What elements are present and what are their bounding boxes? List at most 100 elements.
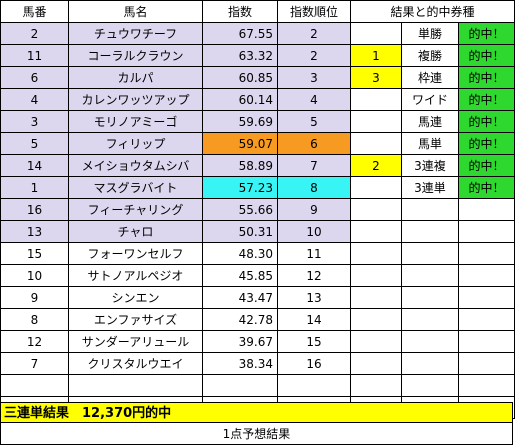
cell-juni[interactable]: 8 <box>277 176 351 199</box>
cell-juni[interactable]: 6 <box>277 132 351 155</box>
cell-juni[interactable]: 4 <box>277 88 351 111</box>
cell-umaban[interactable]: 13 <box>0 220 69 243</box>
cell-result-number[interactable] <box>350 286 402 309</box>
cell-shisu[interactable]: 63.32 <box>202 44 278 67</box>
cell-juni[interactable]: 13 <box>277 286 351 309</box>
cell-shisu[interactable]: 58.89 <box>202 154 278 177</box>
cell-result-number[interactable] <box>350 242 402 265</box>
empty-cell[interactable] <box>277 374 351 397</box>
cell-umaban[interactable]: 16 <box>0 198 69 221</box>
cell-umaban[interactable]: 15 <box>0 242 69 265</box>
cell-shisu[interactable]: 59.07 <box>202 132 278 155</box>
cell-shisu[interactable]: 60.85 <box>202 66 278 89</box>
cell-shisu[interactable]: 55.66 <box>202 198 278 221</box>
cell-bet-type[interactable]: 枠連 <box>401 66 459 89</box>
cell-juni[interactable]: 12 <box>277 264 351 287</box>
cell-bet-type[interactable]: ワイド <box>401 88 459 111</box>
cell-juni[interactable]: 5 <box>277 110 351 133</box>
cell-hit[interactable] <box>457 286 515 309</box>
cell-umaban[interactable]: 4 <box>0 88 69 111</box>
empty-cell[interactable] <box>202 374 278 397</box>
cell-umaban[interactable]: 11 <box>0 44 69 67</box>
cell-hit[interactable]: 的中！ <box>457 22 515 45</box>
cell-shisu[interactable]: 45.85 <box>202 264 278 287</box>
cell-result-number[interactable] <box>350 176 402 199</box>
cell-hit[interactable] <box>457 308 515 331</box>
cell-bet-type[interactable] <box>401 264 459 287</box>
cell-umaban[interactable]: 6 <box>0 66 69 89</box>
empty-cell[interactable] <box>0 374 69 397</box>
cell-bamei[interactable]: モリノアミーゴ <box>68 110 203 133</box>
cell-result-number[interactable] <box>350 220 402 243</box>
cell-umaban[interactable]: 14 <box>0 154 69 177</box>
cell-hit[interactable]: 的中！ <box>457 66 515 89</box>
cell-hit[interactable] <box>457 220 515 243</box>
cell-bamei[interactable]: カルパ <box>68 66 203 89</box>
cell-bet-type[interactable] <box>401 330 459 353</box>
cell-result-number[interactable]: 3 <box>350 66 402 89</box>
header-kekka[interactable]: 結果と的中券種 <box>349 0 515 23</box>
cell-bamei[interactable]: フィリップ <box>68 132 203 155</box>
cell-umaban[interactable]: 7 <box>0 352 69 375</box>
cell-hit[interactable]: 的中！ <box>457 132 515 155</box>
cell-result-number[interactable] <box>350 88 402 111</box>
cell-result-number[interactable] <box>350 330 402 353</box>
cell-bamei[interactable]: クリスタルウエイ <box>68 352 203 375</box>
cell-result-number[interactable] <box>350 264 402 287</box>
cell-hit[interactable] <box>457 198 515 221</box>
cell-shisu[interactable]: 38.34 <box>202 352 278 375</box>
cell-umaban[interactable]: 8 <box>0 308 69 331</box>
cell-result-number[interactable] <box>350 22 402 45</box>
cell-bamei[interactable]: サンダーアリュール <box>68 330 203 353</box>
cell-result-number[interactable] <box>350 308 402 331</box>
cell-bet-type[interactable]: 3連単 <box>401 176 459 199</box>
cell-hit[interactable] <box>457 330 515 353</box>
cell-bet-type[interactable] <box>401 198 459 221</box>
cell-bet-type[interactable]: 3連複 <box>401 154 459 177</box>
cell-umaban[interactable]: 5 <box>0 132 69 155</box>
cell-shisu[interactable]: 60.14 <box>202 88 278 111</box>
cell-bamei[interactable]: フィーチャリング <box>68 198 203 221</box>
one-point-note[interactable]: 1点予想結果 <box>0 423 513 445</box>
cell-umaban[interactable]: 12 <box>0 330 69 353</box>
cell-bet-type[interactable] <box>401 220 459 243</box>
cell-bamei[interactable]: マスグラバイト <box>68 176 203 199</box>
cell-juni[interactable]: 15 <box>277 330 351 353</box>
cell-juni[interactable]: 3 <box>277 66 351 89</box>
cell-bamei[interactable]: メイショウタムシバ <box>68 154 203 177</box>
cell-hit[interactable] <box>457 242 515 265</box>
cell-hit[interactable]: 的中！ <box>457 88 515 111</box>
empty-cell[interactable] <box>401 374 459 397</box>
cell-bamei[interactable]: チュウワチーフ <box>68 22 203 45</box>
header-shisu[interactable]: 指数 <box>202 0 278 23</box>
cell-shisu[interactable]: 43.47 <box>202 286 278 309</box>
header-juni[interactable]: 指数順位 <box>277 0 351 23</box>
header-umaban[interactable]: 馬番 <box>0 0 69 23</box>
cell-hit[interactable]: 的中！ <box>457 154 515 177</box>
cell-bamei[interactable]: コーラルクラウン <box>68 44 203 67</box>
cell-bet-type[interactable]: 馬連 <box>401 110 459 133</box>
cell-bamei[interactable]: サトノアルペジオ <box>68 264 203 287</box>
empty-cell[interactable] <box>68 374 203 397</box>
cell-hit[interactable] <box>457 352 515 375</box>
empty-cell[interactable] <box>457 374 515 397</box>
cell-umaban[interactable]: 1 <box>0 176 69 199</box>
cell-hit[interactable]: 的中！ <box>457 176 515 199</box>
cell-juni[interactable]: 7 <box>277 154 351 177</box>
cell-umaban[interactable]: 9 <box>0 286 69 309</box>
cell-umaban[interactable]: 3 <box>0 110 69 133</box>
cell-shisu[interactable]: 59.69 <box>202 110 278 133</box>
cell-bamei[interactable]: シンエン <box>68 286 203 309</box>
cell-juni[interactable]: 10 <box>277 220 351 243</box>
cell-hit[interactable] <box>457 264 515 287</box>
cell-shisu[interactable]: 50.31 <box>202 220 278 243</box>
cell-bet-type[interactable] <box>401 308 459 331</box>
cell-juni[interactable]: 11 <box>277 242 351 265</box>
empty-cell[interactable] <box>350 374 402 397</box>
cell-bet-type[interactable]: 馬単 <box>401 132 459 155</box>
trifecta-result-banner[interactable]: 三連単結果 12,370円的中 <box>0 402 513 423</box>
cell-hit[interactable]: 的中！ <box>457 44 515 67</box>
cell-result-number[interactable]: 1 <box>350 44 402 67</box>
cell-result-number[interactable] <box>350 132 402 155</box>
cell-bet-type[interactable] <box>401 242 459 265</box>
